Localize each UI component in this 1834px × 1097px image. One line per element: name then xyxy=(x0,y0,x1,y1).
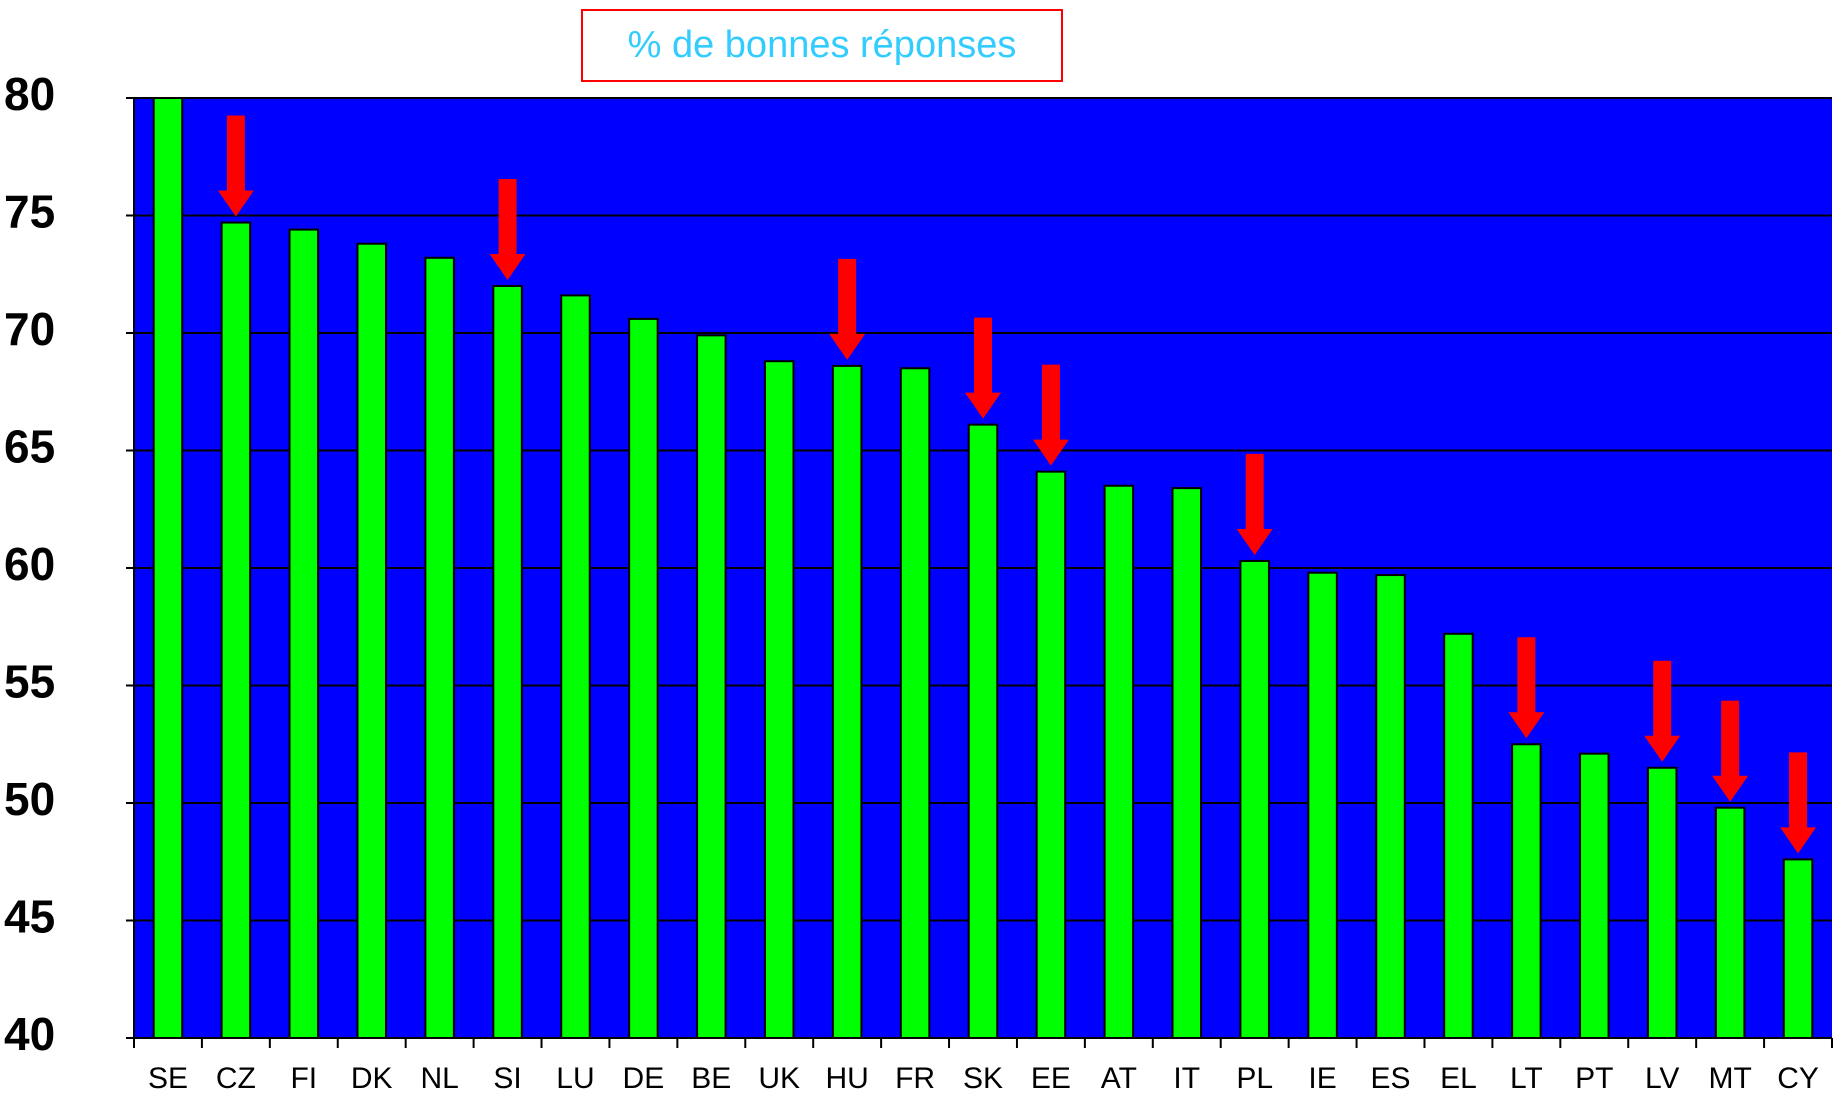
bar xyxy=(1035,470,1067,1039)
x-tick-label: CZ xyxy=(216,1062,256,1095)
bar xyxy=(899,367,931,1039)
arrow xyxy=(1508,637,1545,739)
x-tick-label: HU xyxy=(825,1062,868,1095)
bar xyxy=(1782,858,1814,1040)
x-tick-label: LU xyxy=(556,1062,594,1095)
bar xyxy=(152,97,184,1039)
x-tick-label: MT xyxy=(1708,1062,1751,1095)
bar xyxy=(1171,487,1203,1040)
arrow xyxy=(1644,660,1681,762)
y-tick-label: 50 xyxy=(4,773,55,825)
arrow xyxy=(1032,364,1069,466)
x-tick-label: FR xyxy=(895,1062,935,1095)
y-tick-label: 60 xyxy=(4,538,55,590)
x-tick-label: IT xyxy=(1173,1062,1200,1095)
x-tick-label: PL xyxy=(1236,1062,1273,1095)
x-tick-label: SI xyxy=(493,1062,521,1095)
x-tick-label: SK xyxy=(963,1062,1003,1095)
y-tick-label: 70 xyxy=(4,303,55,355)
bar xyxy=(763,360,795,1039)
y-tick-label: 80 xyxy=(4,68,55,120)
bar xyxy=(1646,766,1678,1039)
bar xyxy=(560,294,591,1039)
x-tick-label: UK xyxy=(758,1062,800,1095)
title-box xyxy=(581,9,1063,82)
x-tick-label: PT xyxy=(1575,1062,1613,1095)
arrow xyxy=(965,317,1001,419)
bar xyxy=(356,242,387,1039)
bar xyxy=(424,256,455,1039)
bar xyxy=(1714,806,1746,1040)
bar xyxy=(1511,743,1542,1039)
x-tick-label: BE xyxy=(691,1062,731,1095)
bar xyxy=(831,364,863,1039)
bar xyxy=(288,228,320,1040)
x-tick-label: DK xyxy=(351,1062,393,1095)
x-tick-label: FI xyxy=(290,1062,317,1095)
y-tick-label: 75 xyxy=(4,186,55,238)
bar xyxy=(1579,752,1610,1040)
x-tick-label: IE xyxy=(1308,1062,1336,1095)
y-tick-label: 65 xyxy=(4,421,55,473)
bar xyxy=(492,285,523,1039)
arrow xyxy=(1712,700,1749,802)
arrow xyxy=(1236,453,1273,555)
x-tick-label: EL xyxy=(1440,1062,1477,1095)
x-tick-label: ES xyxy=(1371,1062,1411,1095)
x-tick-label: AT xyxy=(1101,1062,1137,1095)
arrow xyxy=(217,115,254,217)
y-tick-label: 45 xyxy=(4,891,55,943)
x-tick-label: LV xyxy=(1645,1062,1679,1095)
x-tick-label: LT xyxy=(1510,1062,1543,1095)
arrow xyxy=(489,178,526,280)
x-tick-label: DE xyxy=(623,1062,665,1095)
bar xyxy=(1307,571,1338,1039)
bar xyxy=(696,334,727,1040)
arrow xyxy=(829,258,866,360)
bar xyxy=(967,423,999,1039)
bar xyxy=(1375,574,1406,1039)
x-tick-label: CY xyxy=(1777,1062,1819,1095)
bar xyxy=(220,221,252,1040)
x-tick-label: SE xyxy=(148,1062,188,1095)
bar xyxy=(1239,559,1270,1039)
chart-title: % de bonnes réponses xyxy=(628,24,1017,66)
arrow xyxy=(1780,752,1817,854)
x-tick-label: EE xyxy=(1031,1062,1071,1095)
y-tick-label: 40 xyxy=(4,1008,55,1060)
x-tick-label: NL xyxy=(420,1062,458,1095)
bar xyxy=(628,317,659,1039)
y-tick-label: 55 xyxy=(4,656,55,708)
bar xyxy=(1103,484,1135,1039)
bar xyxy=(1443,632,1474,1039)
